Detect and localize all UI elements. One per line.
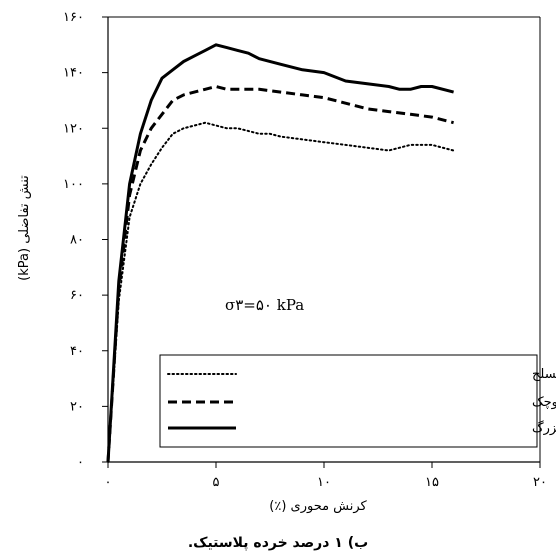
- legend: غیر مسلح مسلح با ۱٪ خرده پلاستیک با انداز…: [159, 354, 556, 448]
- legend-label: غیر مسلح: [532, 367, 556, 382]
- y-tick-label: ۱۰۰: [63, 177, 84, 192]
- y-tick-label: ۱۶۰: [63, 10, 84, 25]
- x-tick-label: ۲۰: [533, 475, 547, 490]
- y-tick-label: ۴۰: [70, 344, 84, 359]
- figure-caption: ب) ۱ درصد خرده پلاستیک.: [188, 535, 368, 551]
- y-tick-label: ۱۲۰: [63, 121, 84, 136]
- y-tick-label: ۶۰: [70, 288, 84, 303]
- series-line-dotted: [107, 121, 455, 463]
- y-tick-label: ۰: [77, 455, 84, 470]
- y-axis-title: تنش تفاضلی (kPa): [17, 175, 32, 281]
- x-tick-label: ۵: [213, 475, 220, 490]
- x-tick-label: ۱۰: [317, 475, 331, 490]
- y-ticks: ۰ ۲۰ ۴۰ ۶۰ ۸۰ ۱۰۰ ۱۲۰ ۱۴۰ ۱۶۰: [63, 10, 108, 470]
- y-tick-label: ۱۴۰: [63, 66, 84, 81]
- x-ticks: ۰ ۵ ۱۰ ۱۵ ۲۰: [105, 462, 547, 490]
- series-line-dashed: [106, 85, 454, 463]
- legend-label: مسلح با ۱٪ خرده پلاستیک با اندازه کوچک: [532, 395, 556, 410]
- x-axis-title: کرنش محوری (٪): [269, 499, 367, 514]
- x-tick-label: ۱۵: [425, 475, 439, 490]
- legend-box: [159, 354, 538, 448]
- series-line-solid: [106, 43, 454, 463]
- x-tick-label: ۰: [105, 475, 112, 490]
- y-tick-label: ۲۰: [70, 399, 84, 414]
- legend-label: مسلح با ۱٪ خرده پلاستیک با اندازه بزرگ: [532, 419, 556, 436]
- y-tick-label: ۸۰: [70, 233, 84, 248]
- stress-annotation: σ۳=۵۰ kPa: [225, 296, 304, 314]
- series-group: [106, 43, 455, 463]
